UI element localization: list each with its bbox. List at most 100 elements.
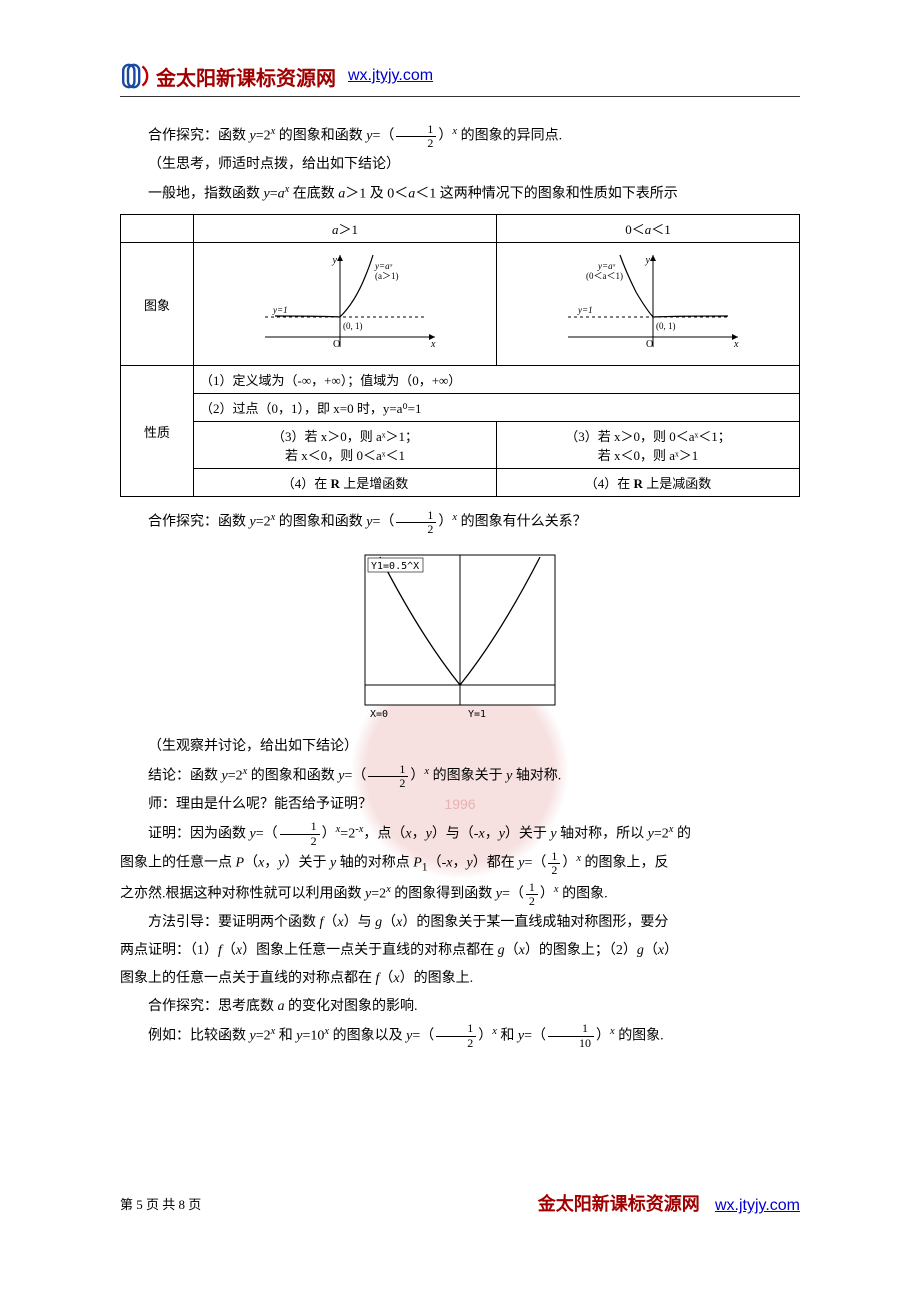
text: ，点（	[363, 826, 405, 841]
paragraph-2: （生思考，师适时点拨，给出如下结论）	[120, 151, 800, 179]
text: 结论：函数	[148, 769, 222, 784]
fraction: 12	[280, 820, 320, 847]
den: 2	[280, 835, 320, 848]
text: 方法引导：要证明两个函数	[148, 915, 320, 930]
paragraph-6: 结论：函数 y=2x 的图象和函数 y=（12）x 的图象关于 y 轴对称.	[120, 761, 800, 791]
text: ）	[596, 1028, 610, 1043]
logo-icon	[120, 60, 152, 92]
text: 的图象上，反	[581, 856, 669, 871]
fraction: 12	[548, 850, 560, 877]
legend-label: Y1=0.5^X	[371, 561, 419, 572]
fraction: 12	[368, 763, 408, 790]
text: ）与（-	[432, 826, 479, 841]
page-header: 金太阳新课标资源网 wx.jtyjy.com	[120, 60, 800, 97]
text: ）	[438, 515, 452, 530]
prop-2: （2）过点（0，1），即 x=0 时，y=a⁰=1	[194, 394, 800, 422]
num: 1	[436, 1022, 476, 1036]
text: =2	[256, 515, 271, 530]
text: ，	[412, 826, 426, 841]
text: （	[222, 943, 236, 958]
brand-link[interactable]: wx.jtyjy.com	[348, 67, 433, 85]
text: （3）若 x＞0，则 0＜aˣ＜1；	[503, 426, 793, 445]
graph-cell-a: y x O y=aˣ (a＞1) y=1 (0, 1)	[194, 243, 497, 366]
text: 和	[275, 1028, 296, 1043]
text: =	[270, 186, 278, 201]
text: ）都在	[473, 856, 519, 871]
text: 的图象得到函数	[391, 887, 496, 902]
symmetric-graph: Y1=0.5^X X=0 Y=1	[350, 545, 570, 725]
text: =2	[256, 129, 271, 144]
prop-4b: （4）在 R 上是减函数	[497, 469, 800, 497]
text: （	[244, 856, 258, 871]
var: g	[637, 943, 644, 958]
text: ）图象上任意一点关于直线的对称点都在	[242, 943, 498, 958]
text: =（	[345, 769, 367, 784]
curve-label: y=aˣ	[374, 261, 393, 271]
text: 之亦然.根据这种对称性就可以利用函数	[120, 887, 365, 902]
denominator: 2	[396, 137, 436, 150]
exp-graph-a-lt-1: y x O y=aˣ (0＜a＜1) y=1 (0, 1)	[548, 247, 748, 357]
text: 的图象的异同点.	[457, 129, 562, 144]
brand-name: 金太阳新课标资源网	[156, 62, 336, 91]
text: （-	[428, 856, 447, 871]
page-number: 第 5 页 共 8 页	[120, 1194, 201, 1213]
den: 2	[368, 777, 408, 790]
origin-label: O	[646, 339, 653, 350]
text: 的变化对图象的影响.	[285, 999, 418, 1014]
text: 若 x＜0，则 aˣ＞1	[503, 445, 793, 464]
text: =（	[502, 887, 524, 902]
text: =2	[256, 1028, 271, 1043]
y1-label: Y=1	[468, 709, 486, 720]
text: =（	[373, 515, 395, 530]
x-axis-label: x	[733, 339, 739, 350]
text: 的图象和函数	[275, 515, 366, 530]
text: ）关于	[285, 856, 331, 871]
var: P	[236, 856, 245, 871]
origin-label: O	[333, 339, 340, 350]
text: 的图象和函数	[275, 129, 366, 144]
paragraph-15: 例如：比较函数 y=2x 和 y=10x 的图象以及 y=（12）x 和 y=（…	[120, 1021, 800, 1051]
footer-link[interactable]: wx.jtyjy.com	[715, 1197, 800, 1214]
text: （3）若 x＞0，则 aˣ＞1；	[200, 426, 490, 445]
text: ＜1 这两种情况下的图象和性质如下表所示	[415, 186, 678, 201]
prop-3b: （3）若 x＞0，则 0＜aˣ＜1； 若 x＜0，则 aˣ＞1	[497, 422, 800, 469]
text: 合作探究：思考底数	[148, 999, 278, 1014]
text: 若 x＜0，则 0＜aˣ＜1	[200, 445, 490, 464]
den: 2	[548, 864, 560, 877]
num: 1	[526, 881, 538, 895]
text: （	[323, 915, 337, 930]
text: =（	[256, 826, 278, 841]
den: 2	[396, 523, 436, 536]
paragraph-8: 证明：因为函数 y=（12）x=2-x，点（x，y）与（-x，y）关于 y 轴对…	[120, 819, 800, 849]
prop-4a: （4）在 R 上是增函数	[194, 469, 497, 497]
numerator: 1	[396, 123, 436, 137]
col-header-a-lt-1: 0＜a＜1	[497, 215, 800, 243]
prop-1: （1）定义域为（-∞，+∞）；值域为（0，+∞）	[194, 366, 800, 394]
num: 1	[280, 820, 320, 834]
paragraph-1: 合作探究：函数 y=2x 的图象和函数 y=（12）x 的图象的异同点.	[120, 121, 800, 151]
text: 的图象.	[615, 1028, 664, 1043]
text: 轴的对称点	[336, 856, 413, 871]
text: ，	[485, 826, 499, 841]
graph-cell-b: y x O y=aˣ (0＜a＜1) y=1 (0, 1)	[497, 243, 800, 366]
text: 的图象以及	[329, 1028, 406, 1043]
y-axis-label: y	[645, 255, 651, 266]
text: 一般地，指数函数	[148, 186, 264, 201]
text: 轴对称.	[512, 769, 561, 784]
fraction: 12	[526, 881, 538, 908]
text: （	[505, 943, 519, 958]
text: ）	[410, 769, 424, 784]
text: 的	[673, 826, 691, 841]
text: ＞1 及 0＜	[345, 186, 408, 201]
num: 1	[548, 850, 560, 864]
text: 例如：比较函数	[148, 1028, 250, 1043]
den: 2	[436, 1037, 476, 1050]
den: 10	[548, 1037, 594, 1050]
text: 图象上的任意一点关于直线的对称点都在	[120, 971, 376, 986]
var: P	[413, 856, 422, 871]
text: =2	[228, 769, 243, 784]
curve-label: y=aˣ	[597, 261, 616, 271]
prop-3a: （3）若 x＞0，则 aˣ＞1； 若 x＜0，则 0＜aˣ＜1	[194, 422, 497, 469]
text: =2	[371, 887, 386, 902]
text: =2	[340, 826, 355, 841]
